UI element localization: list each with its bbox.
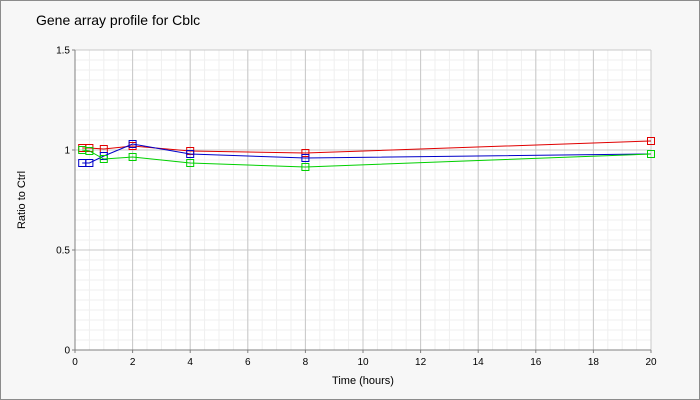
x-tick-label: 0 — [72, 357, 78, 368]
data-point-marker — [85, 159, 94, 167]
y-tick-label: 0.5 — [56, 246, 70, 257]
data-point-marker — [301, 149, 310, 157]
data-point-marker — [301, 163, 310, 171]
data-point-marker — [647, 137, 655, 145]
x-tick-label: 12 — [415, 357, 427, 368]
series-line — [82, 143, 652, 164]
data-point-marker — [186, 159, 195, 167]
x-axis-label: Time (hours) — [332, 375, 394, 387]
series-line — [82, 149, 652, 168]
y-tick-label: 1 — [64, 146, 70, 157]
data-point-marker — [85, 147, 94, 155]
x-tick-label: 6 — [245, 357, 251, 368]
x-tick-label: 16 — [530, 357, 542, 368]
x-tick-label: 10 — [357, 357, 369, 368]
x-tick-label: 14 — [473, 357, 485, 368]
data-point-marker — [301, 154, 310, 162]
x-axis-ticks: 0 2 4 6 8 10 12 14 16 18 20 — [72, 350, 657, 368]
data-point-marker — [99, 155, 108, 163]
y-tick-label: 1.5 — [56, 46, 70, 57]
x-tick-label: 20 — [645, 357, 657, 368]
y-tick-label: 0 — [64, 346, 70, 357]
series-layer — [78, 137, 655, 171]
x-tick-label: 8 — [303, 357, 309, 368]
y-axis-ticks: 0 0.5 1 1.5 — [56, 46, 75, 357]
x-tick-label: 2 — [130, 357, 136, 368]
y-axis-label: Ratio to Ctrl — [16, 171, 28, 229]
data-point-marker — [128, 140, 137, 148]
chart-title: Gene array profile for Cblc — [36, 12, 201, 28]
series-3 — [78, 146, 655, 171]
x-tick-label: 18 — [588, 357, 600, 368]
data-point-marker — [186, 150, 195, 158]
x-tick-label: 4 — [187, 357, 193, 368]
data-point-marker — [647, 150, 655, 158]
data-point-marker — [128, 153, 137, 161]
